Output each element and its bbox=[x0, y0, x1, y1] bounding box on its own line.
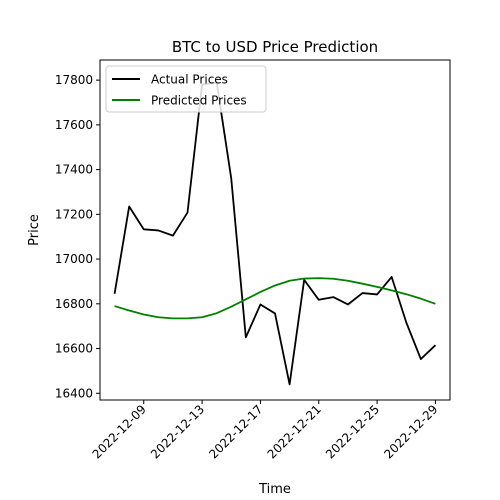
legend: Actual Prices Predicted Prices bbox=[105, 65, 267, 113]
x-axis: 2022-12-09 2022-12-13 2022-12-17 2022-12-21… bbox=[90, 400, 441, 461]
y-tick-label: 17800 bbox=[55, 73, 93, 87]
chart-title: BTC to USD Price Prediction bbox=[172, 38, 378, 56]
x-tick-label: 2022-12-13 bbox=[148, 402, 207, 461]
x-tick-label: 2022-12-29 bbox=[381, 402, 440, 461]
y-tick-label: 17200 bbox=[55, 207, 93, 221]
legend-box bbox=[105, 65, 267, 113]
y-tick-label: 17600 bbox=[55, 118, 93, 132]
x-tick-label: 2022-12-17 bbox=[206, 402, 265, 461]
y-tick-label: 16800 bbox=[55, 297, 93, 311]
plot-frame bbox=[99, 59, 451, 401]
y-axis: 16400 16600 16800 17000 17200 17400 17600 17800 bbox=[55, 73, 100, 400]
legend-label: Actual Prices bbox=[151, 73, 228, 87]
x-tick-label: 2022-12-25 bbox=[323, 402, 382, 461]
legend-label: Predicted Prices bbox=[151, 94, 247, 108]
x-tick-label: 2022-12-09 bbox=[90, 402, 149, 461]
y-tick-label: 16400 bbox=[55, 386, 93, 400]
y-tick-label: 17000 bbox=[55, 252, 93, 266]
y-tick-label: 16600 bbox=[55, 342, 93, 356]
series-layer bbox=[113, 81, 437, 386]
y-tick-label: 17400 bbox=[55, 163, 93, 177]
series-line-predicted bbox=[114, 277, 436, 320]
x-tick-label: 2022-12-21 bbox=[265, 402, 324, 461]
y-axis-label: Price bbox=[27, 214, 42, 246]
x-axis-label: Time bbox=[258, 482, 291, 497]
